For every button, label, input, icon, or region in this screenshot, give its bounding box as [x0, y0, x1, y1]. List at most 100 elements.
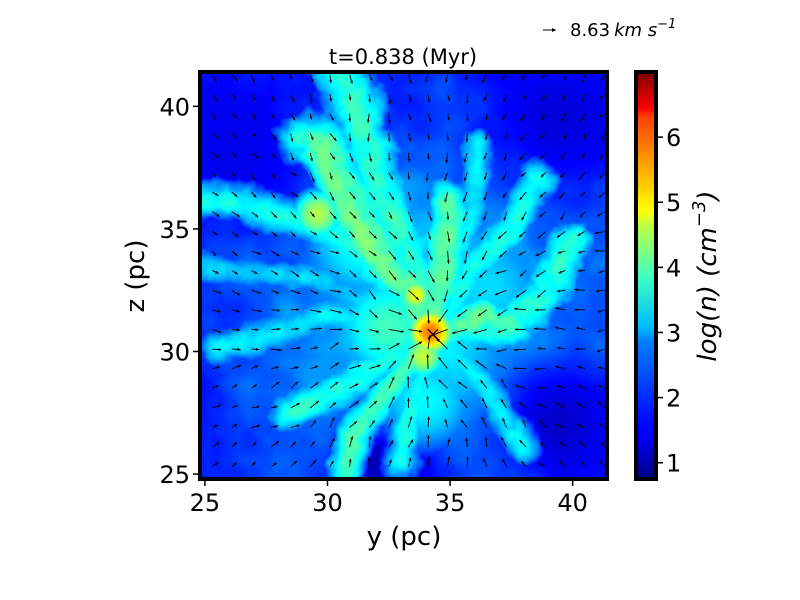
y-tick-label: 25	[159, 461, 190, 489]
velocity-arrowhead	[369, 158, 372, 162]
velocity-arrowhead	[555, 424, 559, 427]
velocity-arrowhead	[353, 293, 357, 297]
velocity-arrowhead	[457, 314, 461, 317]
velocity-arrowhead	[410, 439, 414, 443]
velocity-arrowhead	[411, 354, 414, 358]
velocity-arrowhead	[479, 274, 483, 278]
velocity-arrowhead	[484, 97, 487, 101]
velocity-arrowhead	[212, 173, 216, 177]
velocity-arrowhead	[233, 134, 237, 138]
velocity-arrowhead	[272, 155, 276, 159]
velocity-arrowhead	[429, 217, 433, 222]
velocity-arrowhead	[236, 328, 240, 332]
velocity-arrowhead	[579, 441, 583, 445]
velocity-arrowhead	[217, 309, 221, 313]
velocity-arrowhead	[256, 155, 260, 159]
sink-particle-marker	[427, 328, 439, 340]
velocity-arrowhead	[315, 382, 319, 386]
colorbar-tick-label: 1	[666, 450, 681, 478]
velocity-arrowhead	[519, 273, 523, 277]
velocity-arrowhead	[447, 239, 451, 243]
velocity-arrowhead	[393, 256, 397, 260]
velocity-arrowhead	[461, 275, 465, 280]
velocity-arrowhead	[595, 289, 599, 293]
velocity-arrowhead	[371, 176, 375, 181]
velocity-arrowhead	[388, 100, 392, 104]
velocity-arrowhead	[475, 360, 479, 364]
velocity-arrowhead	[539, 214, 543, 218]
velocity-arrowhead	[428, 118, 432, 122]
velocity-arrowhead	[214, 232, 218, 235]
velocity-arrowhead	[520, 137, 524, 141]
velocity-arrowhead	[597, 401, 601, 405]
velocity-arrowhead	[331, 197, 335, 201]
velocity-arrowhead	[311, 441, 315, 445]
velocity-arrowhead	[277, 327, 281, 331]
velocity-arrowhead	[297, 291, 301, 295]
velocity-arrowhead	[314, 291, 319, 295]
velocity-arrowhead	[443, 298, 447, 302]
velocity-arrowhead	[295, 327, 299, 331]
velocity-arrowhead	[497, 330, 501, 333]
velocity-arrowhead	[539, 194, 543, 198]
velocity-arrowhead	[256, 424, 261, 428]
velocity-arrowhead	[556, 384, 560, 388]
velocity-arrowhead	[497, 312, 501, 316]
velocity-arrowhead	[212, 252, 216, 256]
velocity-arrowhead	[444, 199, 448, 203]
velocity-arrowhead	[575, 327, 579, 330]
velocity-arrowhead	[482, 79, 485, 83]
velocity-arrowhead	[335, 342, 339, 346]
velocity-arrowhead	[388, 120, 391, 124]
velocity-arrowhead	[353, 215, 357, 219]
velocity-arrowhead	[297, 346, 301, 350]
velocity-arrowhead	[330, 460, 334, 465]
velocity-arrowhead	[315, 273, 319, 277]
velocity-arrowhead	[352, 196, 356, 200]
velocity-arrowhead	[390, 440, 394, 444]
velocity-arrowhead	[233, 114, 237, 118]
velocity-arrowhead	[329, 98, 333, 102]
velocity-arrowhead	[501, 436, 504, 441]
velocity-arrowhead	[276, 381, 280, 385]
velocity-arrowhead	[351, 234, 355, 238]
velocity-arrowhead	[514, 307, 518, 311]
velocity-arrowhead	[311, 178, 315, 182]
quiver-key-value: 8.63	[570, 20, 610, 41]
velocity-arrowhead	[577, 269, 581, 273]
velocity-arrowhead	[428, 236, 431, 240]
velocity-arrowhead	[356, 329, 360, 333]
velocity-arrowhead	[425, 178, 429, 182]
velocity-arrowhead	[236, 214, 240, 217]
velocity-arrowhead	[495, 363, 499, 367]
colorbar-tick-label: 3	[666, 319, 681, 347]
velocity-arrowhead	[519, 402, 523, 405]
velocity-arrowhead	[438, 379, 442, 383]
velocity-arrowhead	[253, 441, 257, 446]
velocity-arrowhead	[296, 424, 300, 428]
velocity-arrowhead	[331, 117, 334, 121]
velocity-arrowhead	[578, 250, 582, 254]
velocity-arrowhead	[598, 366, 602, 370]
velocity-arrowhead	[272, 194, 276, 199]
velocity-arrowhead	[427, 320, 430, 324]
velocity-arrowhead	[465, 437, 468, 441]
velocity-arrowhead	[396, 293, 400, 296]
velocity-arrowhead	[559, 441, 563, 445]
velocity-arrowhead	[597, 310, 601, 313]
velocity-arrowhead	[273, 214, 277, 218]
velocity-arrowhead	[521, 76, 525, 80]
velocity-arrowhead	[275, 366, 279, 369]
velocity-arrowhead	[355, 401, 359, 404]
velocity-arrowhead	[277, 309, 281, 312]
velocity-arrowhead	[373, 235, 377, 239]
velocity-arrowhead	[218, 404, 222, 408]
velocity-arrowhead	[447, 117, 450, 121]
velocity-arrowhead	[480, 380, 484, 384]
velocity-arrowhead	[258, 309, 262, 313]
velocity-arrowhead	[523, 96, 526, 100]
velocity-arrowhead	[499, 254, 503, 258]
velocity-arrowhead	[289, 76, 293, 80]
colorbar-tick-label: 6	[666, 124, 681, 152]
